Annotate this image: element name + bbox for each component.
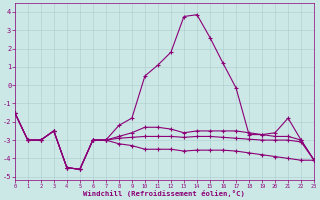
X-axis label: Windchill (Refroidissement éolien,°C): Windchill (Refroidissement éolien,°C) (84, 190, 245, 197)
